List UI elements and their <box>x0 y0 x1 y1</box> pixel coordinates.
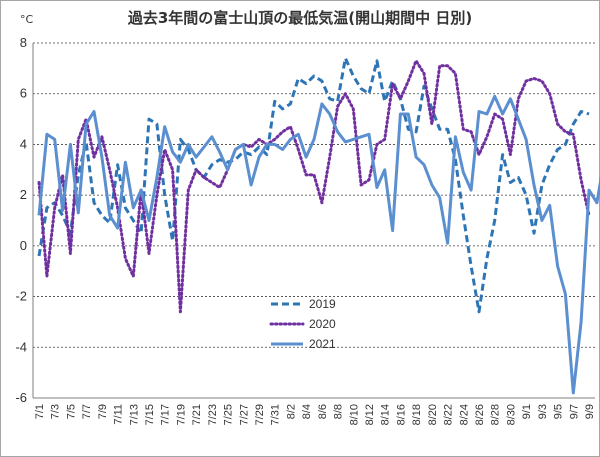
x-tick-label: 9/5 <box>553 404 565 419</box>
x-tick-label: 8/20 <box>427 404 439 425</box>
x-tick-label: 9/1 <box>521 404 533 419</box>
x-tick-label: 8/16 <box>395 404 407 425</box>
x-tick-label: 7/17 <box>160 404 172 425</box>
y-tick-label: 0 <box>20 238 27 253</box>
x-tick-label: 8/26 <box>474 404 486 425</box>
series-line-2019 <box>37 56 590 314</box>
x-tick-label: 8/2 <box>285 404 297 419</box>
y-axis-ticks: -6 -4 -2 0 2 4 6 8 <box>15 35 27 405</box>
y-tick-label: 6 <box>20 86 27 101</box>
y-tick-label: -4 <box>15 339 27 354</box>
x-tick-label: 8/8 <box>333 404 345 419</box>
gridlines <box>32 42 595 399</box>
x-axis-ticks: 7/1 7/3 7/5 7/7 7/9 7/11 7/13 7/15 7/17 7/19 7/21 7… <box>34 404 596 425</box>
x-tick-label: 9/3 <box>537 404 549 419</box>
x-tick-label: 7/1 <box>34 404 46 419</box>
x-tick-label: 7/15 <box>144 404 156 425</box>
x-tick-label: 8/12 <box>364 404 376 425</box>
y-tick-label: -6 <box>15 390 27 405</box>
x-tick-label: 7/27 <box>238 404 250 425</box>
x-tick-label: 7/21 <box>191 404 203 425</box>
y-tick-label: 8 <box>20 35 27 50</box>
x-tick-label: 8/10 <box>348 404 360 425</box>
x-tick-label: 9/9 <box>584 404 596 419</box>
x-tick-label: 8/28 <box>490 404 502 425</box>
x-tick-label: 8/6 <box>317 404 329 419</box>
y-tick-label: -2 <box>15 289 27 304</box>
x-tick-label: 7/3 <box>50 404 62 419</box>
legend-label-2021: 2021 <box>309 337 336 351</box>
x-tick-label: 8/4 <box>301 404 313 419</box>
x-tick-label: 8/22 <box>443 404 455 425</box>
x-tick-label: 7/5 <box>65 404 77 419</box>
chart-title: 過去3年間の富士山頂の最低気温(開山期間中 日別) <box>127 9 473 27</box>
legend: 2019 2020 2021 <box>269 297 336 351</box>
x-tick-label: 7/19 <box>175 404 187 425</box>
y-tick-label: 2 <box>20 187 27 202</box>
y-tick-label: 4 <box>20 136 27 151</box>
x-tick-label: 7/25 <box>223 404 235 425</box>
series-line-2020 <box>37 59 591 314</box>
x-tick-label: 7/13 <box>128 404 140 425</box>
x-tick-label: 8/24 <box>458 404 470 425</box>
series-lines <box>37 56 600 395</box>
series-line-2021 <box>37 94 600 395</box>
legend-label-2020: 2020 <box>309 317 336 331</box>
x-tick-label: 7/7 <box>81 404 93 419</box>
x-tick-label: 7/9 <box>97 404 109 419</box>
legend-label-2019: 2019 <box>309 297 336 311</box>
x-tick-label: 8/14 <box>380 404 392 425</box>
unit-label: °C <box>20 13 34 26</box>
x-tick-label: 7/29 <box>254 404 266 425</box>
x-tick-label: 7/23 <box>207 404 219 425</box>
x-tick-label: 7/11 <box>113 404 125 425</box>
x-tick-label: 8/30 <box>505 404 517 425</box>
x-tick-label: 9/7 <box>568 404 580 419</box>
x-tick-label: 7/31 <box>270 404 282 425</box>
x-tick-label: 8/18 <box>411 404 423 425</box>
